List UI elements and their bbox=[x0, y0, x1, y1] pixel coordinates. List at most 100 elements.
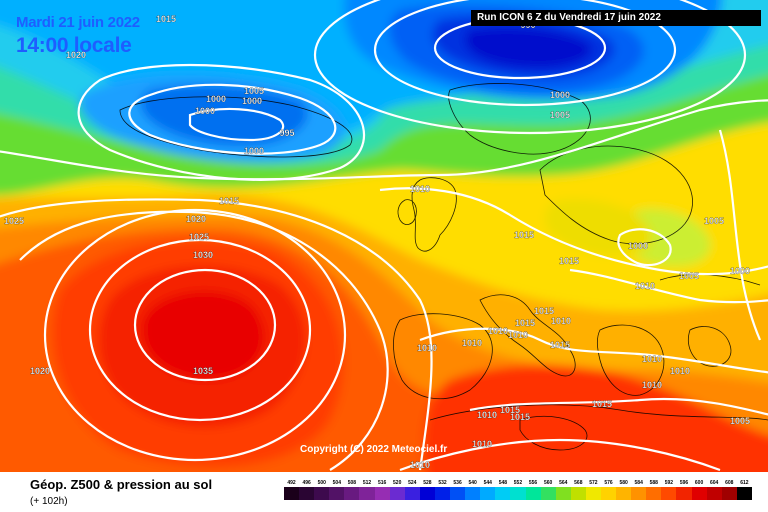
isobar-label: 1010 bbox=[410, 460, 430, 470]
scale-swatch bbox=[540, 487, 556, 500]
isobar-label: 1015 bbox=[510, 412, 530, 422]
scale-swatch bbox=[525, 487, 541, 500]
field-title: Géop. Z500 & pression au sol bbox=[30, 477, 213, 492]
copyright-notice: Copyright (C) 2022 Meteociel.fr bbox=[300, 444, 448, 455]
scale-label: 608 bbox=[725, 480, 734, 486]
isobar-label: 1000 bbox=[550, 90, 570, 100]
scale-swatch bbox=[600, 487, 617, 500]
scale-label: 540 bbox=[468, 480, 477, 486]
scale-swatch bbox=[329, 487, 345, 500]
scale-label: 580 bbox=[619, 480, 628, 486]
scale-label: 520 bbox=[393, 480, 402, 486]
isobar-label: 1020 bbox=[186, 214, 206, 224]
isobar-label: 1010 bbox=[472, 439, 492, 449]
isobar-label: 1010 bbox=[635, 281, 655, 291]
lead-time: (+ 102h) bbox=[30, 496, 68, 507]
scale-swatch bbox=[510, 487, 526, 500]
scale-label: 604 bbox=[710, 480, 719, 486]
isobar-label: 1015 bbox=[219, 196, 239, 206]
isobar-label: 1000 bbox=[730, 266, 750, 276]
scale-swatch bbox=[344, 487, 360, 500]
isobar-label: 1005 bbox=[730, 416, 750, 426]
scale-label: 532 bbox=[438, 480, 447, 486]
scale-label: 596 bbox=[679, 480, 689, 486]
isobar-label: 1015 bbox=[534, 306, 554, 316]
scale-swatch bbox=[465, 487, 481, 500]
scale-label: 568 bbox=[574, 480, 583, 486]
isobar-label: 1005 bbox=[550, 110, 570, 120]
isobar-label: 1010 bbox=[551, 316, 571, 326]
scale-swatch bbox=[314, 487, 330, 500]
isobar-label: 1000 bbox=[628, 241, 648, 251]
valid-date-title: Mardi 21 juin 2022 bbox=[16, 14, 140, 31]
scale-swatch bbox=[480, 487, 496, 500]
scale-label: 512 bbox=[362, 480, 372, 486]
scale-swatch bbox=[495, 487, 511, 500]
isobar-label: 1020 bbox=[30, 366, 50, 376]
scale-swatch bbox=[736, 487, 752, 500]
scale-swatch bbox=[555, 487, 571, 500]
isobar-label: 1025 bbox=[4, 216, 24, 226]
scale-swatch bbox=[299, 487, 315, 500]
scale-swatch bbox=[585, 487, 601, 500]
color-scale: 492 496 500 504 508 512 516 520 524 528 532 536 540 5… bbox=[284, 480, 752, 500]
isobar-label: 995 bbox=[279, 128, 294, 138]
scale-swatch bbox=[389, 487, 405, 500]
scale-label: 560 bbox=[543, 480, 553, 486]
isobar-label: 1005 bbox=[244, 86, 264, 96]
isobar-label: 1030 bbox=[193, 250, 213, 260]
scale-swatch bbox=[404, 487, 420, 500]
isobar-label: 1010 bbox=[670, 366, 690, 376]
scale-label: 528 bbox=[423, 480, 432, 486]
scale-swatch bbox=[721, 487, 737, 500]
isobar-label: 1010 bbox=[642, 380, 662, 390]
isobar-label: 1015 bbox=[592, 399, 612, 409]
scale-swatch bbox=[374, 487, 390, 500]
isobar-label: 1010 bbox=[417, 343, 437, 353]
scale-label: 544 bbox=[483, 480, 492, 486]
scale-swatch bbox=[691, 487, 707, 500]
isobar-label: 1015 bbox=[156, 14, 176, 24]
scale-label: 556 bbox=[528, 480, 538, 486]
scale-label: 552 bbox=[513, 480, 523, 486]
scale-label: 508 bbox=[347, 480, 357, 486]
scale-swatch bbox=[706, 487, 722, 500]
isobar-label: 1010 bbox=[508, 330, 528, 340]
isobar-label: 1000 bbox=[244, 146, 264, 156]
scale-label: 516 bbox=[377, 480, 387, 486]
scale-swatch bbox=[284, 487, 300, 500]
isobar-label: 1010 bbox=[642, 354, 662, 364]
scale-label: 572 bbox=[589, 480, 598, 486]
isobar-label: 1025 bbox=[189, 232, 209, 242]
scale-swatch bbox=[676, 487, 692, 500]
isobar-label: 1010 bbox=[410, 184, 430, 194]
scale-label: 536 bbox=[453, 480, 462, 486]
scale-label: 592 bbox=[664, 480, 674, 486]
local-time-title: 14:00 locale bbox=[16, 34, 132, 57]
scale-swatch bbox=[661, 487, 677, 500]
isobar-label: 1010 bbox=[477, 410, 497, 420]
isobar-label: 1015 bbox=[550, 340, 570, 350]
scale-label: 548 bbox=[498, 480, 508, 486]
isobar-label: 1015 bbox=[514, 230, 534, 240]
scale-label: 584 bbox=[634, 480, 643, 486]
scale-swatch bbox=[450, 487, 466, 500]
isobar-label: 1035 bbox=[193, 366, 213, 376]
isobar-label: 1015 bbox=[559, 256, 579, 266]
scale-label: 500 bbox=[317, 480, 326, 486]
scale-label: 504 bbox=[332, 480, 341, 486]
scale-label: 612 bbox=[740, 480, 749, 486]
scale-swatch bbox=[646, 487, 662, 500]
scale-swatch bbox=[434, 487, 451, 500]
model-run-info: Run ICON 6 Z du Vendredi 17 juin 2022 bbox=[471, 10, 761, 26]
scale-swatch bbox=[631, 487, 647, 500]
isobar-label: 1020 bbox=[66, 50, 86, 60]
isobar-label: 1010 bbox=[462, 338, 482, 348]
scale-swatch bbox=[570, 487, 586, 500]
isobar-label: 1005 bbox=[704, 216, 724, 226]
scale-swatch bbox=[616, 487, 632, 500]
isobars bbox=[0, 0, 768, 470]
color-scale-labels: 492 496 500 504 508 512 516 520 524 528 532 536 540 5… bbox=[284, 480, 752, 486]
